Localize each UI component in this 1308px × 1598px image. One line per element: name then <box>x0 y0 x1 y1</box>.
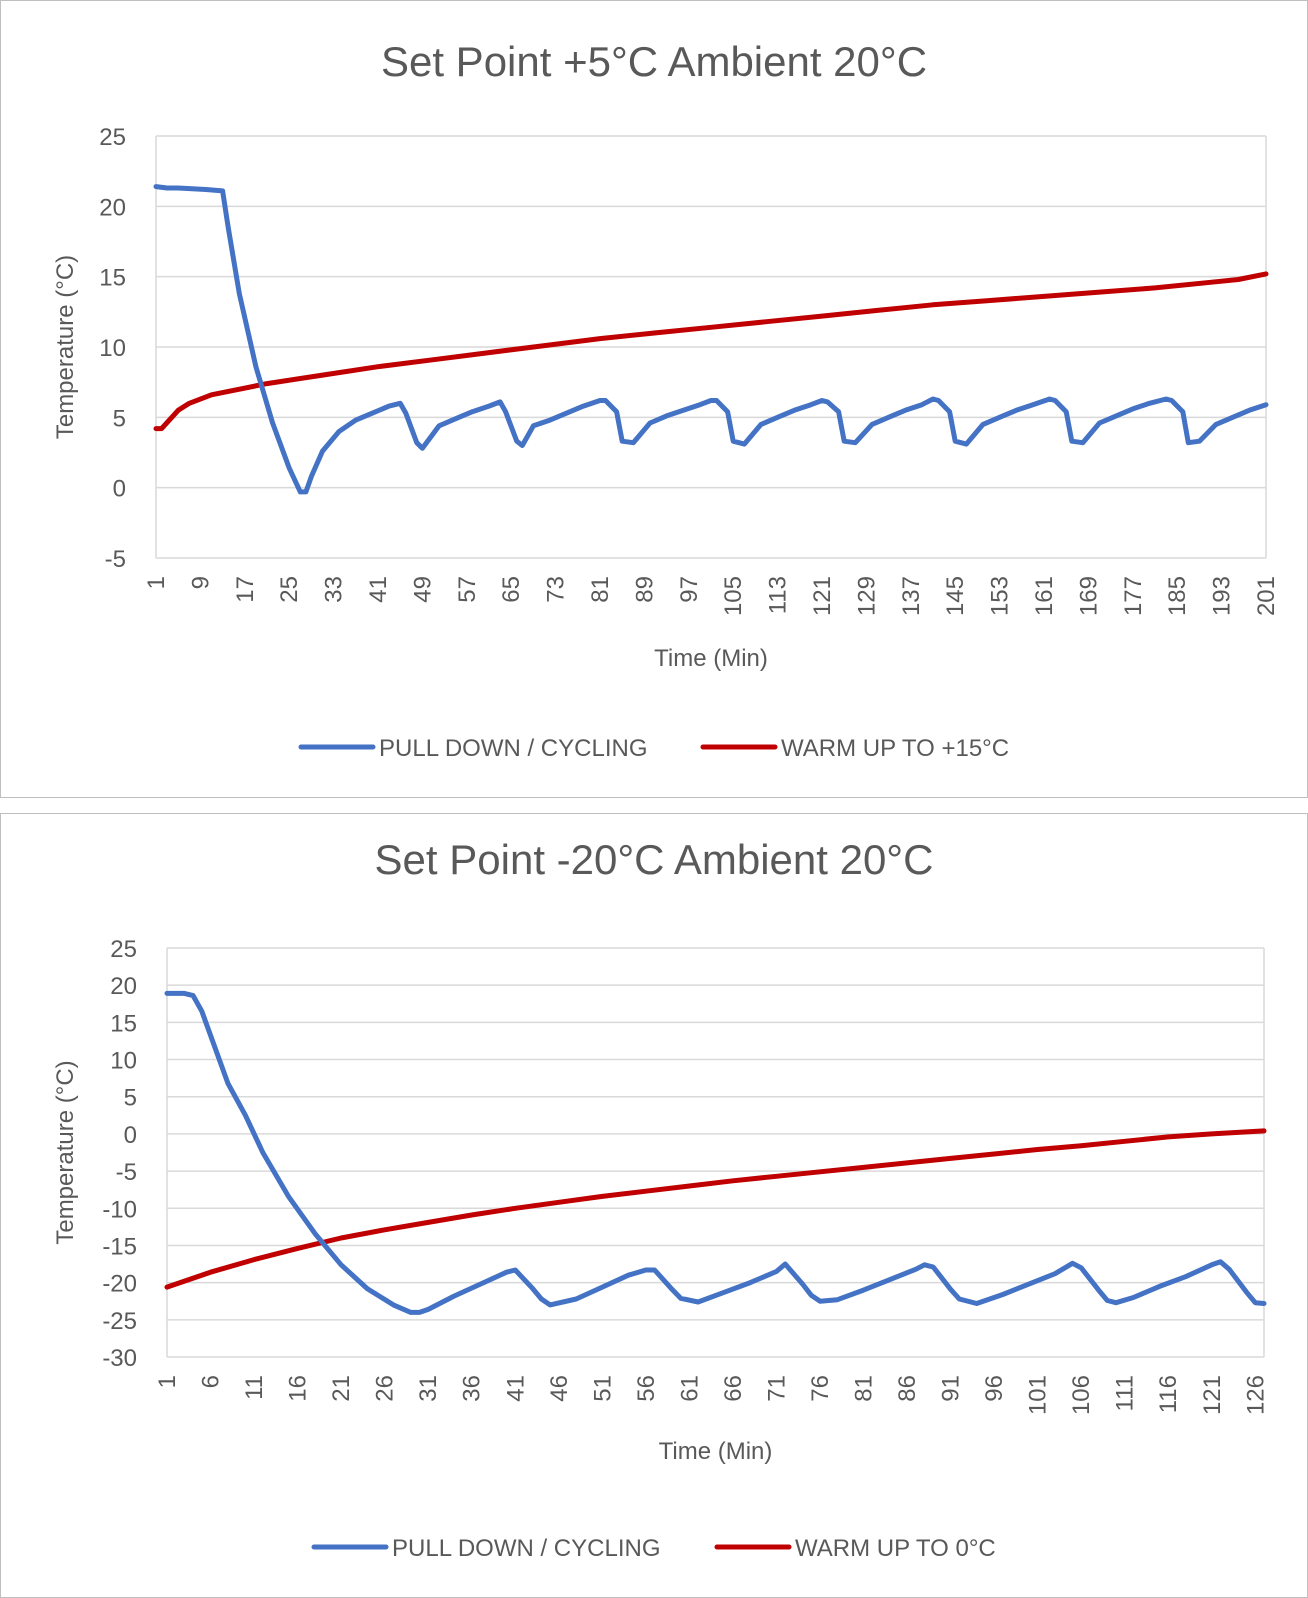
chart-1-x-axis-title: Time (Min) <box>654 645 768 672</box>
chart-2-x-tick-label: 71 <box>763 1375 790 1402</box>
chart-2-y-tick-label: 5 <box>124 1085 137 1112</box>
chart-2-series-pull-down-line <box>164 990 1267 1315</box>
chart-1-x-tick-label: 89 <box>631 576 658 603</box>
chart-panel-1: Set Point +5°C Ambient 20°C 25 20 15 10 5 0 -5… <box>0 0 1308 798</box>
chart-1-y-tick-label: 20 <box>99 194 126 221</box>
chart-1-x-tick-label: 1 <box>143 576 170 589</box>
chart-2-x-tick-label: 41 <box>502 1375 529 1402</box>
chart-2-x-tick-label: 21 <box>328 1375 355 1402</box>
chart-2-x-tick-label: 66 <box>720 1375 747 1402</box>
chart-1-x-tick-label: 65 <box>498 576 525 603</box>
chart-1-y-axis-title: Temperature (°C) <box>52 255 79 439</box>
chart-1-x-tick-label: 81 <box>587 576 614 603</box>
chart-2-y-axis-title: Temperature (°C) <box>52 1060 79 1244</box>
chart-1-x-tick-label: 73 <box>543 576 570 603</box>
chart-2-y-tick-label: -30 <box>102 1345 137 1372</box>
chart-2-x-tick-label: 111 <box>1112 1375 1139 1411</box>
chart-2-y-tick-label: 15 <box>110 1010 137 1037</box>
chart-2-x-tick-label: 96 <box>981 1375 1008 1402</box>
chart-2-y-tick-label: 0 <box>124 1122 137 1149</box>
chart-1-y-tick-label: 5 <box>113 405 126 432</box>
chart-1-y-tick-label: 15 <box>99 265 126 292</box>
chart-1-x-tick-label: 153 <box>987 576 1014 616</box>
chart-2-x-tick-label: 46 <box>546 1375 573 1402</box>
chart-2-y-tick-label: -10 <box>102 1196 137 1223</box>
chart-1-x-tick-label: 145 <box>942 576 969 616</box>
chart-2-x-tick-label: 36 <box>459 1375 486 1402</box>
chart-1-x-tick-label: 193 <box>1209 576 1236 616</box>
chart-1-x-tick-label: 137 <box>898 576 925 616</box>
chart-1-x-tick-label: 113 <box>765 576 792 614</box>
chart-1-x-tick-label: 105 <box>720 576 747 616</box>
chart-2-y-tick-label: -20 <box>102 1271 137 1298</box>
chart-2-x-tick-label: 51 <box>589 1375 616 1402</box>
chart-2-x-tick-label: 126 <box>1242 1375 1269 1415</box>
chart-1-legend-label-1: PULL DOWN / CYCLING <box>379 735 648 762</box>
chart-2-y-tick-label: -15 <box>102 1233 137 1260</box>
chart-2-x-tick-label: 121 <box>1199 1375 1226 1415</box>
chart-1-y-tick-label: 25 <box>99 124 126 151</box>
chart-1-series-pull-down-line <box>153 184 1269 495</box>
chart-1-x-tick-label: 201 <box>1253 576 1280 616</box>
chart-1-x-tick-label: 17 <box>232 576 259 603</box>
chart-2-x-tick-label: 16 <box>285 1375 312 1402</box>
chart-1-x-tick-label: 129 <box>853 576 880 616</box>
chart-2-y-tick-label: -25 <box>102 1308 137 1335</box>
chart-1-x-tick-label: 169 <box>1075 576 1102 616</box>
chart-2-legend-label-1: PULL DOWN / CYCLING <box>392 1535 661 1562</box>
chart-1-x-tick-label: 9 <box>187 576 214 589</box>
chart-panel-2: Set Point -20°C Ambient 20°C 25 20 15 10 5 0 -… <box>0 813 1308 1598</box>
chart-1-x-tick-label: 97 <box>676 576 703 603</box>
chart-1-x-tick-label: 57 <box>454 576 481 603</box>
chart-1-x-tick-label: 121 <box>809 576 836 616</box>
chart-1-x-tick-label: 177 <box>1120 576 1147 616</box>
chart-2-legend-label-2: WARM UP TO 0°C <box>795 1535 996 1562</box>
chart-1-y-tick-label: 0 <box>113 476 126 503</box>
chart-2-x-axis-title: Time (Min) <box>659 1438 773 1465</box>
chart-2-y-tick-label: -5 <box>116 1159 137 1186</box>
chart-2-y-tick-label: 25 <box>110 936 137 963</box>
chart-2-x-tick-label: 56 <box>633 1375 660 1402</box>
chart-2-svg: Set Point -20°C Ambient 20°C 25 20 15 10 5 0 -… <box>52 836 1269 1562</box>
chart-1-y-tick-label: 10 <box>99 335 126 362</box>
chart-1-svg: Set Point +5°C Ambient 20°C 2520151050-5… <box>52 38 1280 762</box>
chart-2-x-tick-label: 6 <box>198 1375 225 1388</box>
chart-1-title: Set Point +5°C Ambient 20°C <box>381 38 927 85</box>
chart-2-series-warm-up-line <box>164 1128 1267 1290</box>
chart-2-x-tick-label: 61 <box>676 1375 703 1402</box>
chart-1-x-tick-label: 33 <box>321 576 348 603</box>
chart-2-y-tick-label: 20 <box>110 973 137 1000</box>
chart-2-x-tick-label: 116 <box>1155 1375 1182 1413</box>
chart-2-y-tick-label: 10 <box>110 1048 137 1075</box>
chart-2-x-tick-label: 86 <box>894 1375 921 1402</box>
chart-1-y-tick-label: -5 <box>105 546 126 573</box>
chart-1-series-warm-up-line <box>153 271 1269 432</box>
chart-2-x-tick-label: 26 <box>372 1375 399 1402</box>
chart-2-x-tick-label: 81 <box>851 1375 878 1402</box>
chart-1-legend-label-2: WARM UP TO +15°C <box>781 735 1009 762</box>
chart-2-x-tick-label: 76 <box>807 1375 834 1402</box>
chart-1-x-tick-label: 41 <box>365 576 392 603</box>
chart-2-x-tick-label: 91 <box>938 1375 965 1402</box>
chart-1-x-tick-label: 161 <box>1031 576 1058 616</box>
chart-2-x-tick-label: 1 <box>154 1375 181 1388</box>
chart-2-x-tick-label: 101 <box>1025 1375 1052 1415</box>
chart-2-x-tick-label: 31 <box>415 1375 442 1402</box>
chart-1-x-tick-label: 25 <box>276 576 303 603</box>
chart-1-x-tick-label: 185 <box>1164 576 1191 616</box>
chart-2-x-tick-label: 11 <box>241 1375 268 1400</box>
chart-2-x-tick-label: 106 <box>1068 1375 1095 1415</box>
chart-2-title: Set Point -20°C Ambient 20°C <box>375 836 934 883</box>
chart-1-x-tick-label: 49 <box>409 576 436 603</box>
